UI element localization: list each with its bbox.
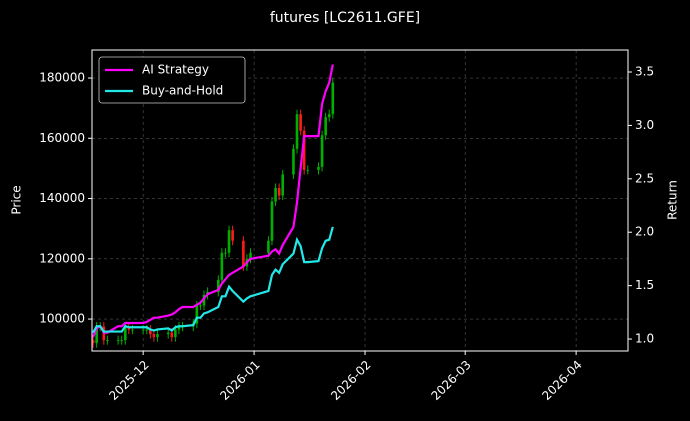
candle-body [156,334,159,338]
y2-tick-label: 3.0 [635,118,654,132]
candle-body [295,114,299,149]
candle-body [91,340,95,344]
y2-tick-label: 2.5 [635,171,654,185]
y2-axis-label: Return [666,180,680,220]
candle-body [199,305,202,307]
candle-body [267,240,270,253]
legend-box [98,56,246,104]
candle-body [116,340,120,341]
candle-body [149,329,152,335]
candle-body [170,332,174,338]
candle-body [227,230,231,253]
legend-label: AI Strategy [142,63,209,77]
candle-body [195,305,199,324]
y-tick-label: 160000 [39,131,85,145]
candle-body [306,169,310,171]
candle-body [302,130,306,170]
candle-body [120,340,123,341]
candle-body [95,326,98,344]
candle-body [327,114,331,118]
candle-body [131,329,134,331]
candle-body [224,252,227,254]
plot-frame [91,49,629,352]
candle-body [324,117,327,136]
candle-body [145,329,149,331]
candle-body [217,279,220,292]
y2-tick-label: 1.5 [635,278,654,292]
candle-body [292,148,295,175]
y-tick-label: 140000 [39,191,85,205]
chart-title: futures [LC2611.GFE] [270,10,420,26]
candle-body [174,329,177,338]
candle-body [320,135,324,167]
candle-body [277,187,281,196]
candle-body [202,294,206,306]
line-series [92,64,334,338]
candle-body [220,252,224,280]
candle-body [270,201,274,241]
line-series [92,226,334,334]
y-tick-label: 100000 [39,312,85,326]
y-axis-label: Price [10,185,24,214]
candle-body [281,174,285,196]
candle-body [106,340,109,341]
y2-tick-label: 1.0 [635,332,654,346]
candle-body [317,166,320,170]
candle-body [299,114,302,131]
legend-label: Buy-and-Hold [142,84,223,98]
y2-tick-label: 2.0 [635,225,654,239]
candle-body [123,326,127,341]
candle-body [242,240,245,267]
candle-body [141,329,145,331]
candle-body [331,82,335,115]
candle-body [152,334,156,338]
candle-body [231,230,234,241]
y2-tick-label: 3.5 [635,65,654,79]
candle-body [166,332,170,335]
y-tick-label: 180000 [39,71,85,85]
candle-body [177,326,181,330]
y-tick-label: 120000 [39,251,85,265]
candle-body [249,252,252,259]
candle-body [274,187,277,202]
